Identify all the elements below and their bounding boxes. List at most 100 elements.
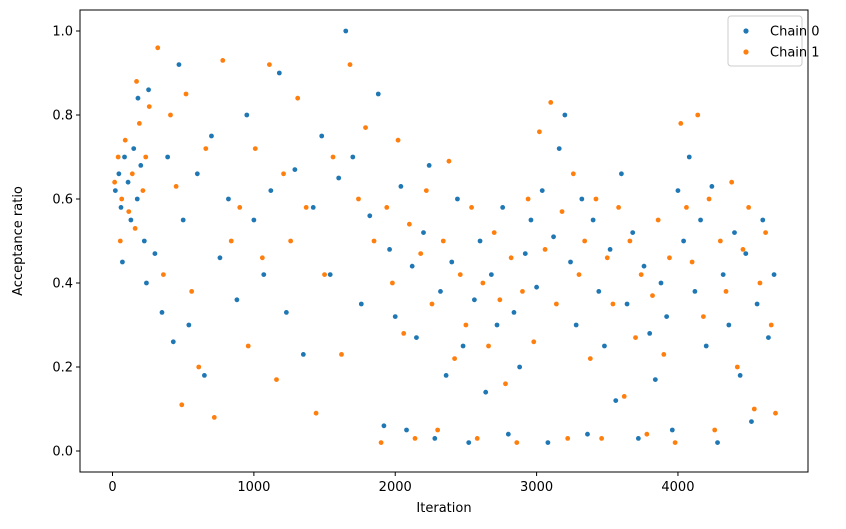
data-point bbox=[638, 272, 644, 277]
data-point bbox=[590, 217, 596, 223]
y-tick-label: 0.8 bbox=[52, 109, 73, 124]
data-point bbox=[131, 146, 137, 152]
data-point bbox=[217, 255, 223, 261]
x-tick-label: 1000 bbox=[237, 480, 270, 495]
data-point bbox=[621, 394, 627, 399]
data-point bbox=[551, 234, 556, 240]
data-point bbox=[146, 87, 151, 93]
data-point bbox=[522, 251, 528, 256]
data-point bbox=[700, 314, 706, 319]
data-point bbox=[143, 154, 149, 160]
data-point bbox=[180, 217, 186, 223]
plot-frame bbox=[79, 9, 809, 473]
data-point bbox=[384, 205, 390, 210]
data-point bbox=[343, 28, 349, 34]
data-point bbox=[176, 62, 182, 67]
data-point bbox=[698, 217, 703, 223]
data-point bbox=[203, 146, 209, 152]
data-point bbox=[292, 167, 298, 173]
data-point bbox=[491, 230, 497, 236]
data-point bbox=[165, 154, 171, 160]
data-point bbox=[406, 221, 412, 227]
data-point bbox=[303, 205, 309, 210]
data-point bbox=[749, 419, 754, 424]
x-tick-label: 2000 bbox=[379, 480, 412, 495]
data-point bbox=[692, 289, 698, 294]
y-tick-label: 0.2 bbox=[52, 361, 73, 376]
data-point bbox=[347, 62, 353, 67]
data-point bbox=[644, 431, 650, 437]
data-point bbox=[545, 440, 551, 445]
data-point bbox=[196, 364, 202, 370]
data-point bbox=[128, 217, 134, 223]
x-tick-label: 3000 bbox=[520, 480, 553, 495]
data-point bbox=[630, 230, 636, 236]
data-point bbox=[146, 104, 152, 109]
data-point bbox=[244, 112, 250, 118]
data-point bbox=[726, 322, 732, 328]
data-point bbox=[534, 284, 539, 290]
data-point bbox=[579, 196, 585, 202]
data-point bbox=[715, 440, 720, 445]
data-point bbox=[112, 179, 118, 185]
data-point bbox=[570, 171, 576, 177]
data-point bbox=[220, 58, 226, 63]
data-point bbox=[358, 301, 364, 307]
data-point bbox=[602, 343, 607, 349]
data-point bbox=[126, 209, 132, 215]
data-point bbox=[429, 301, 435, 307]
data-point bbox=[471, 297, 477, 303]
data-point bbox=[237, 205, 243, 210]
data-point bbox=[604, 255, 610, 261]
data-point bbox=[525, 196, 531, 202]
data-point bbox=[387, 247, 392, 252]
data-point bbox=[135, 95, 141, 101]
data-point bbox=[116, 171, 122, 177]
points-layer bbox=[112, 28, 778, 445]
y-tick-label: 1.0 bbox=[52, 25, 73, 40]
data-point bbox=[161, 272, 166, 277]
data-point bbox=[414, 335, 419, 340]
data-point bbox=[117, 238, 123, 244]
data-point bbox=[686, 154, 692, 160]
legend-entries: Chain 0 Chain 1 bbox=[743, 25, 820, 61]
data-point bbox=[261, 272, 267, 277]
data-point bbox=[183, 91, 189, 97]
data-point bbox=[664, 314, 670, 319]
data-point bbox=[709, 184, 715, 189]
data-point bbox=[706, 196, 712, 202]
data-point bbox=[118, 205, 124, 210]
data-point bbox=[367, 213, 373, 219]
data-point bbox=[435, 427, 441, 433]
data-point bbox=[751, 406, 757, 412]
data-point bbox=[401, 331, 407, 336]
data-point bbox=[746, 205, 752, 210]
data-point bbox=[768, 322, 774, 328]
data-point bbox=[771, 272, 777, 277]
y-tick-label: 0.0 bbox=[52, 445, 73, 460]
data-point bbox=[607, 247, 613, 252]
data-point bbox=[760, 217, 766, 223]
data-point bbox=[144, 280, 149, 286]
data-point bbox=[202, 373, 207, 378]
data-point bbox=[486, 343, 491, 349]
data-point bbox=[313, 410, 319, 416]
data-point bbox=[267, 62, 272, 67]
data-point bbox=[446, 158, 452, 164]
data-point bbox=[330, 154, 336, 160]
data-point bbox=[288, 238, 294, 244]
data-point bbox=[576, 272, 582, 277]
data-point bbox=[542, 247, 548, 252]
data-point bbox=[381, 423, 387, 429]
data-point bbox=[125, 179, 131, 185]
series-chain-1 bbox=[112, 45, 778, 445]
x-tick-label: 4000 bbox=[661, 480, 694, 495]
data-point bbox=[463, 322, 469, 328]
data-point bbox=[667, 255, 672, 261]
data-point bbox=[438, 289, 443, 294]
data-point bbox=[661, 352, 667, 357]
data-point bbox=[740, 247, 746, 252]
data-point bbox=[339, 352, 344, 357]
data-point bbox=[170, 339, 176, 345]
